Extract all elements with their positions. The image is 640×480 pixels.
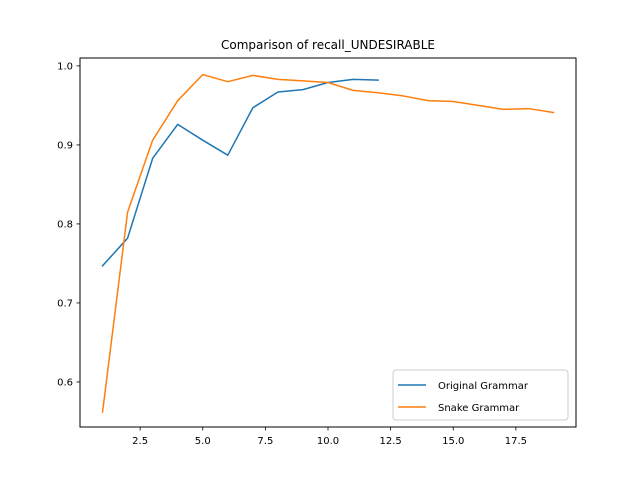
legend-label-snake-grammar: Snake Grammar (438, 403, 520, 414)
y-tick-label: 1.0 (57, 61, 73, 72)
x-tick-label: 17.5 (505, 436, 527, 447)
y-tick-label: 0.6 (57, 377, 73, 388)
x-tick-label: 10.0 (317, 436, 339, 447)
x-tick-label: 12.5 (379, 436, 401, 447)
x-tick-label: 5.0 (195, 436, 211, 447)
y-axis: 0.6 0.7 0.8 0.9 1.0 (57, 61, 80, 388)
series-layer (101, 73, 555, 413)
x-axis: 2.5 5.0 7.5 10.0 12.5 15.0 17.5 (132, 427, 527, 447)
chart-title: Comparison of recall_UNDESIRABLE (221, 38, 435, 52)
legend-box (392, 369, 569, 421)
series-line-snake-grammar (101, 73, 555, 413)
legend: Original Grammar Snake Grammar (392, 369, 569, 421)
y-tick-label: 0.8 (57, 219, 73, 230)
y-tick-label: 0.7 (57, 298, 73, 309)
x-tick-label: 15.0 (442, 436, 464, 447)
series-line-original-grammar (101, 78, 379, 267)
x-tick-label: 7.5 (257, 436, 273, 447)
legend-label-original-grammar: Original Grammar (438, 381, 529, 392)
y-tick-label: 0.9 (57, 140, 73, 151)
x-tick-label: 2.5 (132, 436, 148, 447)
